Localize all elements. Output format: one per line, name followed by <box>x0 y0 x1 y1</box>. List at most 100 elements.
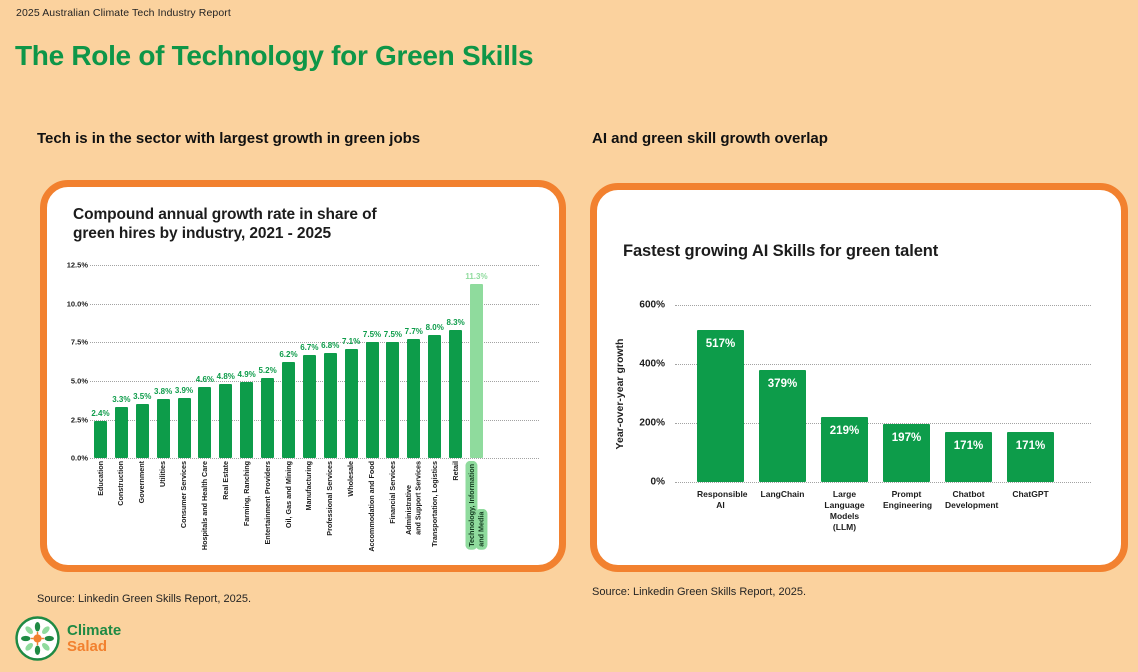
bar-value-label: 2.4% <box>91 409 110 419</box>
bar-value-label: 4.9% <box>237 370 256 380</box>
x-axis-label: Administrative and Support Services <box>404 461 423 536</box>
bar-value-label: 171% <box>953 439 984 452</box>
gridline <box>675 305 1091 306</box>
bar <box>135 404 149 459</box>
bar-column: 4.6% <box>194 265 215 459</box>
bar-column: 11.3% <box>465 265 488 459</box>
bar <box>407 339 421 459</box>
y-axis-tick: 0.0% <box>70 453 88 463</box>
right-section-subtitle: AI and green skill growth overlap <box>592 130 828 147</box>
industry-chart: 12.5% 10.0% 7.5% 5.0% 2.5% 0.0% 2.4% 3.3% 3.5% 3… <box>66 261 539 563</box>
industry-chart-card: Compound annual growth rate in share of … <box>40 180 566 572</box>
bar-value-label: 197% <box>891 431 922 444</box>
ai-skills-chart-plot: 517% 379% 219% 197% 171% 171% <box>675 305 1091 483</box>
bar-value-label: 4.6% <box>195 375 215 385</box>
ai-skills-chart-title: Fastest growing AI Skills for green tale… <box>623 242 939 260</box>
x-axis-label: Manufacturing <box>304 461 314 511</box>
x-axis-label: Chatbot Development <box>945 489 999 511</box>
bar <box>449 329 463 459</box>
bar: 197% <box>883 423 930 482</box>
bar-column: 7.5% <box>382 265 403 459</box>
x-axis-label: ChatGPT <box>1012 489 1049 499</box>
logo-word-salad: Salad <box>67 637 108 655</box>
ai-skills-chart-yaxis: 600% 400% 200% 0% <box>629 300 665 488</box>
bar <box>323 353 337 459</box>
bar-value-label: 6.8% <box>321 341 340 351</box>
report-label: 2025 Australian Climate Tech Industry Re… <box>16 7 231 19</box>
bar-value-label: 5.2% <box>258 365 277 375</box>
y-axis-tick: 0% <box>650 476 665 488</box>
x-axis-label: Education <box>95 461 105 496</box>
x-axis-label: Consumer Services <box>179 461 189 529</box>
bar-column: 7.5% <box>362 265 383 459</box>
bar-column: 8.0% <box>424 265 445 459</box>
bar-column: 4.9% <box>236 265 257 459</box>
bar-value-label: 4.8% <box>216 372 235 382</box>
ai-skills-chart-xlabels: Responsible AI LangChain Large Language Mo… <box>675 489 1091 533</box>
bar-value-label: 8.0% <box>425 322 444 332</box>
y-axis-tick: 400% <box>639 358 665 370</box>
bar-column: 6.8% <box>320 265 341 459</box>
y-axis-tick: 12.5% <box>66 260 88 270</box>
bar <box>281 362 295 459</box>
bar-column: 3.5% <box>132 265 153 459</box>
bar-value-label: 171% <box>1015 439 1046 452</box>
bar-column: 2.4% <box>90 265 111 459</box>
industry-chart-xlabels: Education Construction Government Utilities… <box>90 461 539 563</box>
bar-column: 3.9% <box>174 265 195 459</box>
industry-chart-plot: 2.4% 3.3% 3.5% 3.8% 3.9% 4.6% 4.8% 4.9% 5.2% 6.2%… <box>90 265 539 460</box>
bar-value-label: 6.7% <box>300 342 319 352</box>
x-axis-label: Large Language Models (LLM) <box>824 489 865 533</box>
bar <box>219 384 233 459</box>
y-axis-tick: 2.5% <box>70 415 88 425</box>
x-axis-label: LangChain <box>760 489 805 499</box>
x-axis-label: Oil, Gas and Mining <box>283 461 293 529</box>
bar-value-label: 8.3% <box>446 317 465 327</box>
gridline <box>90 265 539 267</box>
gridline <box>675 423 1091 424</box>
x-axis-label: Farming, Ranching <box>241 461 251 527</box>
ai-skills-chart-card: Fastest growing AI Skills for green tale… <box>590 183 1128 572</box>
logo-word-climate: Climate <box>67 621 122 639</box>
bar-value-label: 11.3% <box>465 271 488 281</box>
y-axis-tick: 5.0% <box>70 376 88 386</box>
bar: 171% <box>1007 431 1054 482</box>
x-axis-label: Accommodation and Food <box>367 461 377 552</box>
bar: 517% <box>697 329 744 482</box>
x-axis-label: Construction <box>116 461 126 506</box>
bar-value-label: 3.3% <box>112 395 131 405</box>
bar-value-label: 517% <box>705 337 736 350</box>
climate-salad-logo: Climate Salad <box>15 616 121 661</box>
bar-value-label: 7.1% <box>342 336 361 346</box>
bar-value-label: 3.5% <box>133 392 152 402</box>
bar <box>114 407 128 459</box>
bar-column: 7.7% <box>403 265 424 459</box>
bar <box>386 342 400 459</box>
bar-value-label: 7.5% <box>383 330 403 340</box>
bar <box>302 354 316 459</box>
x-axis-label: Wholesale <box>346 461 356 497</box>
left-chart-source: Source: Linkedin Green Skills Report, 20… <box>37 593 252 605</box>
gridline <box>675 364 1091 365</box>
ai-skills-chart-ylabel: Year-over-year growth <box>614 338 626 449</box>
y-axis-tick: 10.0% <box>66 299 88 309</box>
industry-chart-yaxis: 12.5% 10.0% 7.5% 5.0% 2.5% 0.0% <box>66 261 90 463</box>
bar <box>198 387 212 459</box>
bar <box>177 397 191 459</box>
y-axis-tick: 200% <box>639 417 665 429</box>
bar: 379% <box>759 370 806 482</box>
y-axis-tick: 600% <box>639 299 665 311</box>
bar-column: 6.7% <box>299 265 320 459</box>
bar <box>365 342 379 459</box>
bar-value-label: 6.2% <box>279 350 298 360</box>
x-axis-label: Technology, Information and Media <box>465 461 487 563</box>
x-axis-label: Financial Services <box>388 461 398 524</box>
gridline <box>90 458 539 460</box>
x-axis-label: Transportation, Logistics <box>429 461 439 547</box>
ai-skills-chart: Year-over-year growth 600% 400% 200% 0% 517… <box>611 300 1091 533</box>
x-axis-label: Retail <box>450 461 460 481</box>
page-title: The Role of Technology for Green Skills <box>15 40 534 71</box>
x-axis-label: Responsible AI <box>697 489 748 511</box>
bars-row: 517% 379% 219% 197% 171% 171% <box>675 305 1091 482</box>
bar <box>261 377 275 459</box>
